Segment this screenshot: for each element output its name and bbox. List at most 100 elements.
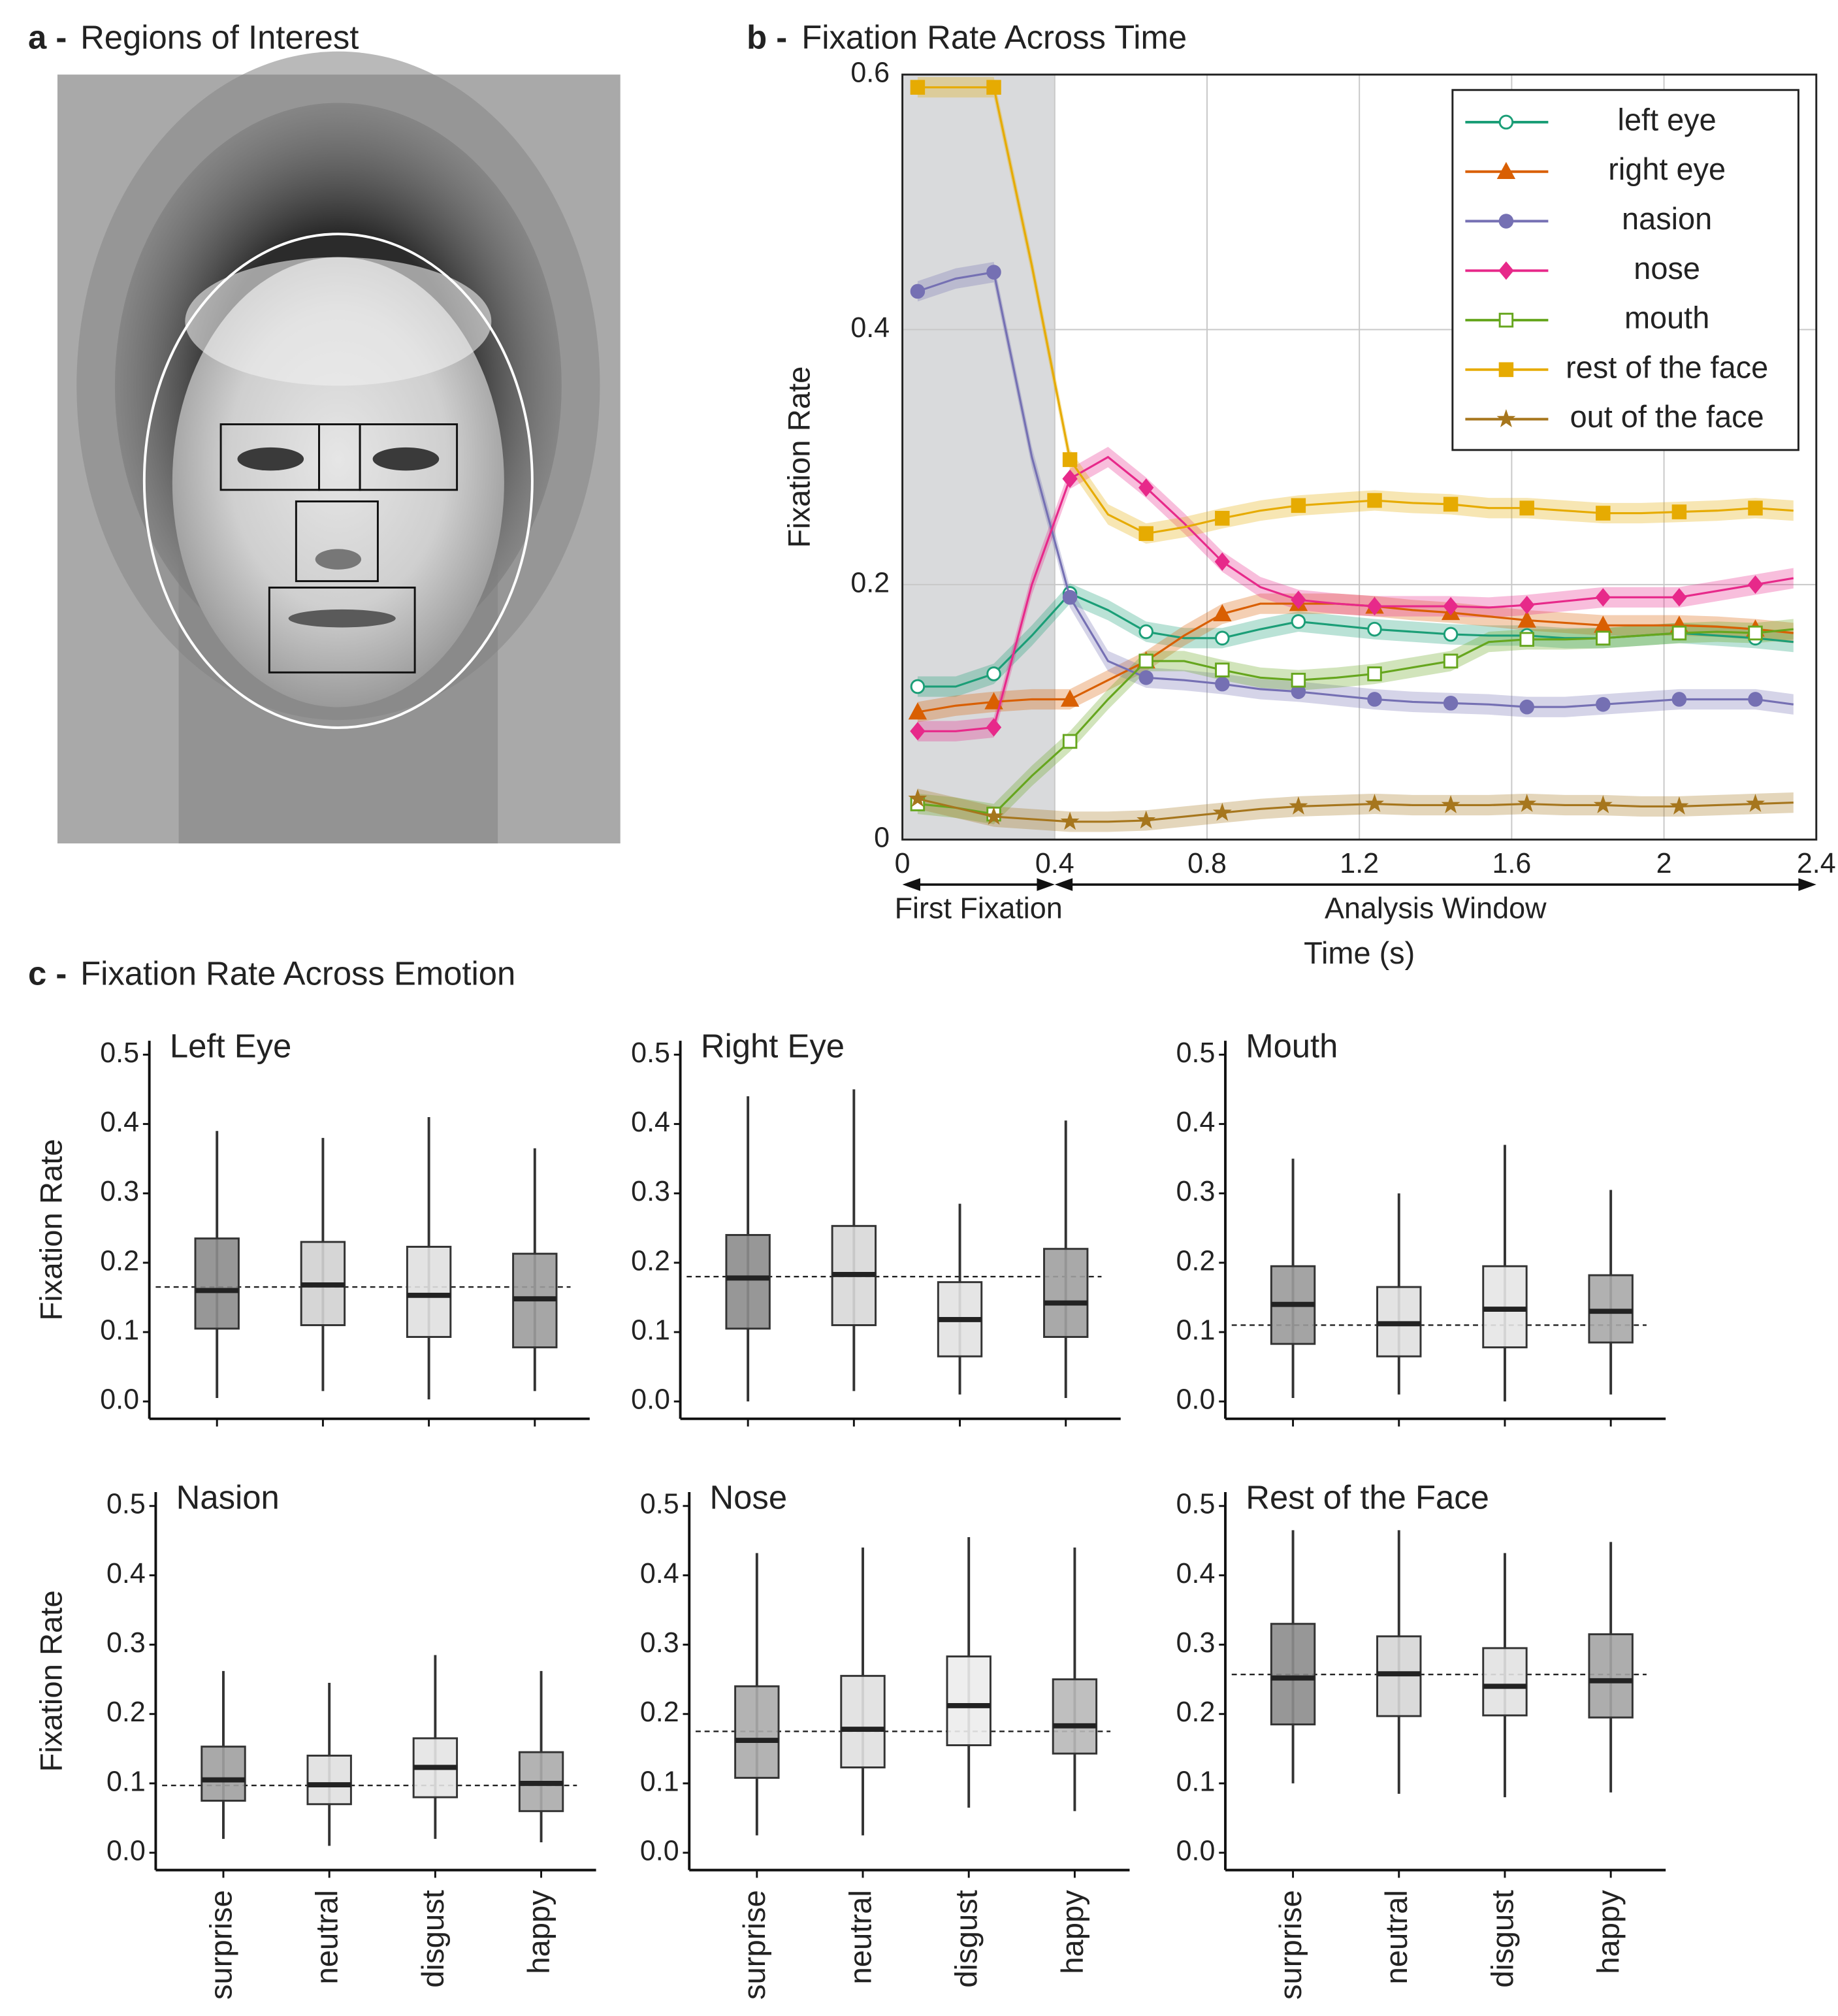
y-tick-label: 0.5 [640, 1489, 679, 1520]
annotation: First Fixation [895, 891, 1063, 924]
marker [1596, 506, 1611, 521]
y-tick-label: 0.1 [631, 1314, 670, 1346]
box [840, 1674, 886, 1768]
box [306, 1754, 352, 1806]
x-tick-label: disgust [1485, 1890, 1520, 1988]
panel-label: a - [28, 18, 67, 56]
y-tick-label: 0.1 [106, 1766, 146, 1797]
x-tick-label: 0 [895, 848, 911, 879]
face-image [57, 51, 621, 844]
arrow-head [1054, 878, 1073, 891]
box [734, 1685, 780, 1779]
x-tick-label: 0.8 [1187, 848, 1227, 879]
ribbon [917, 447, 1794, 741]
panel-title: Fixation Rate Across Emotion [80, 954, 515, 992]
legend-marker [1496, 161, 1516, 180]
highlight-span [902, 74, 1055, 840]
x-tick-label: surprise [1273, 1890, 1308, 2000]
y-axis-title: Fixation Rate [34, 1139, 69, 1320]
panel-title: Nose [710, 1478, 788, 1516]
series-line [917, 455, 1794, 732]
y-tick-label: 0.5 [106, 1489, 146, 1520]
marker [908, 702, 927, 720]
marker [1443, 626, 1459, 642]
y-tick-label: 0.1 [100, 1314, 139, 1346]
marker [1748, 625, 1763, 641]
y-tick-label: 0.4 [1176, 1558, 1216, 1589]
panel-title: Regions of Interest [80, 18, 359, 56]
arrow-head [1798, 878, 1816, 891]
y-tick-label: 0.5 [1176, 1489, 1216, 1520]
y-tick-label: 0.3 [631, 1176, 670, 1207]
legend-label: nose [1634, 251, 1700, 285]
marker [1137, 810, 1156, 829]
legend-label: right eye [1608, 152, 1726, 186]
marker [1215, 662, 1230, 677]
marker [1671, 588, 1687, 607]
y-tick-label: 0.3 [106, 1627, 146, 1659]
marker [1366, 596, 1383, 616]
marker [1289, 796, 1308, 815]
marker [1748, 692, 1763, 707]
y-axis-title: Fixation Rate [782, 366, 816, 548]
x-tick-label: disgust [415, 1890, 450, 1988]
legend-label: rest of the face [1566, 350, 1768, 384]
box [1482, 1647, 1528, 1717]
legend-marker [1498, 114, 1514, 130]
marker [1060, 689, 1080, 707]
marker [1441, 795, 1460, 813]
marker [1746, 794, 1765, 812]
y-tick-label: 0.3 [1176, 1627, 1216, 1659]
marker [986, 666, 1001, 681]
legend-marker [1498, 261, 1514, 280]
box [946, 1655, 992, 1746]
marker [1138, 653, 1153, 669]
marker [1212, 802, 1232, 821]
x-tick-label: neutral [843, 1890, 878, 1984]
marker [1291, 498, 1306, 513]
y-tick-label: 0.0 [100, 1384, 139, 1416]
legend-marker [1496, 409, 1516, 427]
y-tick-label: 0.5 [100, 1037, 139, 1069]
marker [984, 806, 1003, 825]
x-axis-title: Time (s) [1304, 935, 1415, 970]
marker [1213, 604, 1232, 622]
marker [1519, 595, 1535, 615]
y-tick-label: 0.5 [1176, 1037, 1216, 1069]
y-tick-label: 0.1 [1176, 1766, 1216, 1797]
marker [1215, 511, 1230, 526]
series-line [917, 86, 1794, 535]
y-tick-label: 0.4 [631, 1107, 670, 1138]
marker [1519, 500, 1534, 516]
legend-marker [1498, 214, 1514, 229]
marker [1062, 590, 1078, 605]
marker [1593, 795, 1613, 813]
marker [1519, 699, 1534, 715]
y-tick-label: 0.0 [106, 1835, 146, 1866]
box [406, 1246, 452, 1339]
y-tick-label: 0.2 [1176, 1245, 1216, 1276]
box [1588, 1633, 1634, 1719]
y-tick-label: 0 [874, 822, 890, 853]
x-tick-label: 2.4 [1797, 848, 1836, 879]
marker [1367, 621, 1382, 637]
x-tick-label: disgust [949, 1890, 984, 1988]
legend-label: out of the face [1570, 399, 1764, 434]
marker [1062, 469, 1078, 488]
legend-label: left eye [1618, 102, 1717, 137]
marker [1367, 666, 1382, 681]
marker [986, 265, 1001, 280]
marker [1671, 625, 1687, 641]
arrow-head [1037, 878, 1055, 891]
y-tick-label: 0.2 [850, 567, 890, 598]
panel-label: c - [28, 954, 67, 992]
marker [1062, 452, 1078, 467]
ribbon [917, 593, 1794, 723]
box [1052, 1678, 1098, 1755]
y-tick-label: 0.3 [1176, 1176, 1216, 1207]
marker [1138, 624, 1153, 640]
marker [1671, 504, 1687, 519]
x-tick-label: 0.4 [1035, 848, 1074, 879]
box [201, 1746, 246, 1802]
